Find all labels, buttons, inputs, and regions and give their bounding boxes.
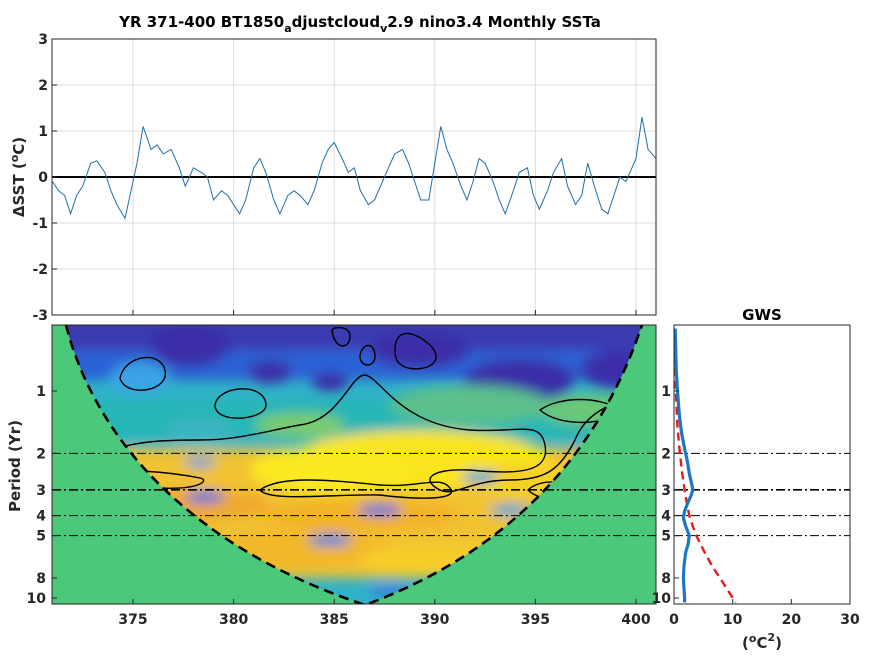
gws-spectrum-line [674,328,695,603]
coi-boundary [64,325,644,604]
y-tick-label: 1 [38,124,48,140]
y-tick-label: 2 [38,78,48,94]
x-tick-label: 30 [840,612,860,628]
chart-title: YR 371-400 BT1850adjustcloudv2.9 nino3.4… [118,13,601,35]
x-tick-label: 385 [320,612,349,628]
wavelet-reference-lines [52,452,656,537]
x-tick-label: 20 [782,612,802,628]
x-tick-label: 380 [219,612,248,628]
wavelet-panel: 1 2 3 4 5 8 10 375 380 385 390 395 400 Period (Yr) [6,324,657,628]
y-tick-label: -1 [32,216,48,232]
timeseries-panel: -3 -2 -1 0 1 2 3 ΔSST (oC) [8,32,657,324]
y-tick-label: 10 [27,591,47,607]
x-tick-label: 390 [420,612,449,628]
y-tick-label: -3 [32,308,48,324]
wavelet-x-ticks: 375 380 385 390 395 400 [118,599,651,628]
y-tick-label: 2 [661,446,671,462]
gws-plot-area [674,325,850,604]
gws-panel: GWS 1 2 3 4 5 8 10 0 10 20 30 (oC2) [652,306,860,652]
timeseries-x-ticks [132,310,637,315]
gws-frame [673,324,851,605]
x-tick-label: 400 [621,612,650,628]
y-tick-label: 8 [661,571,671,587]
gws-x-ticks: 0 10 20 30 [669,599,860,628]
x-tick-label: 395 [521,612,550,628]
timeseries-y-label: ΔSST (oC) [8,137,28,217]
gws-title: GWS [742,306,782,324]
timeseries-y-ticks: -3 -2 -1 0 1 2 3 [32,32,57,324]
coi-right [367,325,656,604]
x-tick-label: 10 [723,612,743,628]
y-tick-label: 1 [661,384,671,400]
y-tick-label: 3 [36,483,46,499]
coi-left [52,325,363,604]
y-tick-label: 10 [652,591,672,607]
gws-y-ticks: 1 2 3 4 5 8 10 [652,384,679,607]
y-tick-label: 3 [38,32,48,48]
wavelet-y-ticks: 1 2 3 4 5 8 10 [27,384,57,607]
wavelet-y-label: Period (Yr) [6,420,24,512]
gws-x-label: (oC2) [742,631,782,652]
wavelet-frame [51,324,657,605]
gws-significance-line [674,328,737,604]
x-tick-label: 375 [118,612,147,628]
wavelet-power-map [52,325,656,604]
y-tick-label: 5 [661,529,671,545]
y-tick-label: 2 [36,446,46,462]
y-tick-label: 3 [661,483,671,499]
y-tick-label: 1 [36,384,46,400]
gws-reference-lines [674,452,850,537]
y-tick-label: 0 [38,170,48,186]
timeseries-line [52,117,656,220]
y-tick-label: -2 [32,262,48,278]
y-tick-label: 5 [36,529,46,545]
y-tick-label: 4 [661,509,671,525]
y-tick-label: 8 [36,571,46,587]
x-tick-label: 0 [669,612,679,628]
y-tick-label: 4 [36,509,46,525]
